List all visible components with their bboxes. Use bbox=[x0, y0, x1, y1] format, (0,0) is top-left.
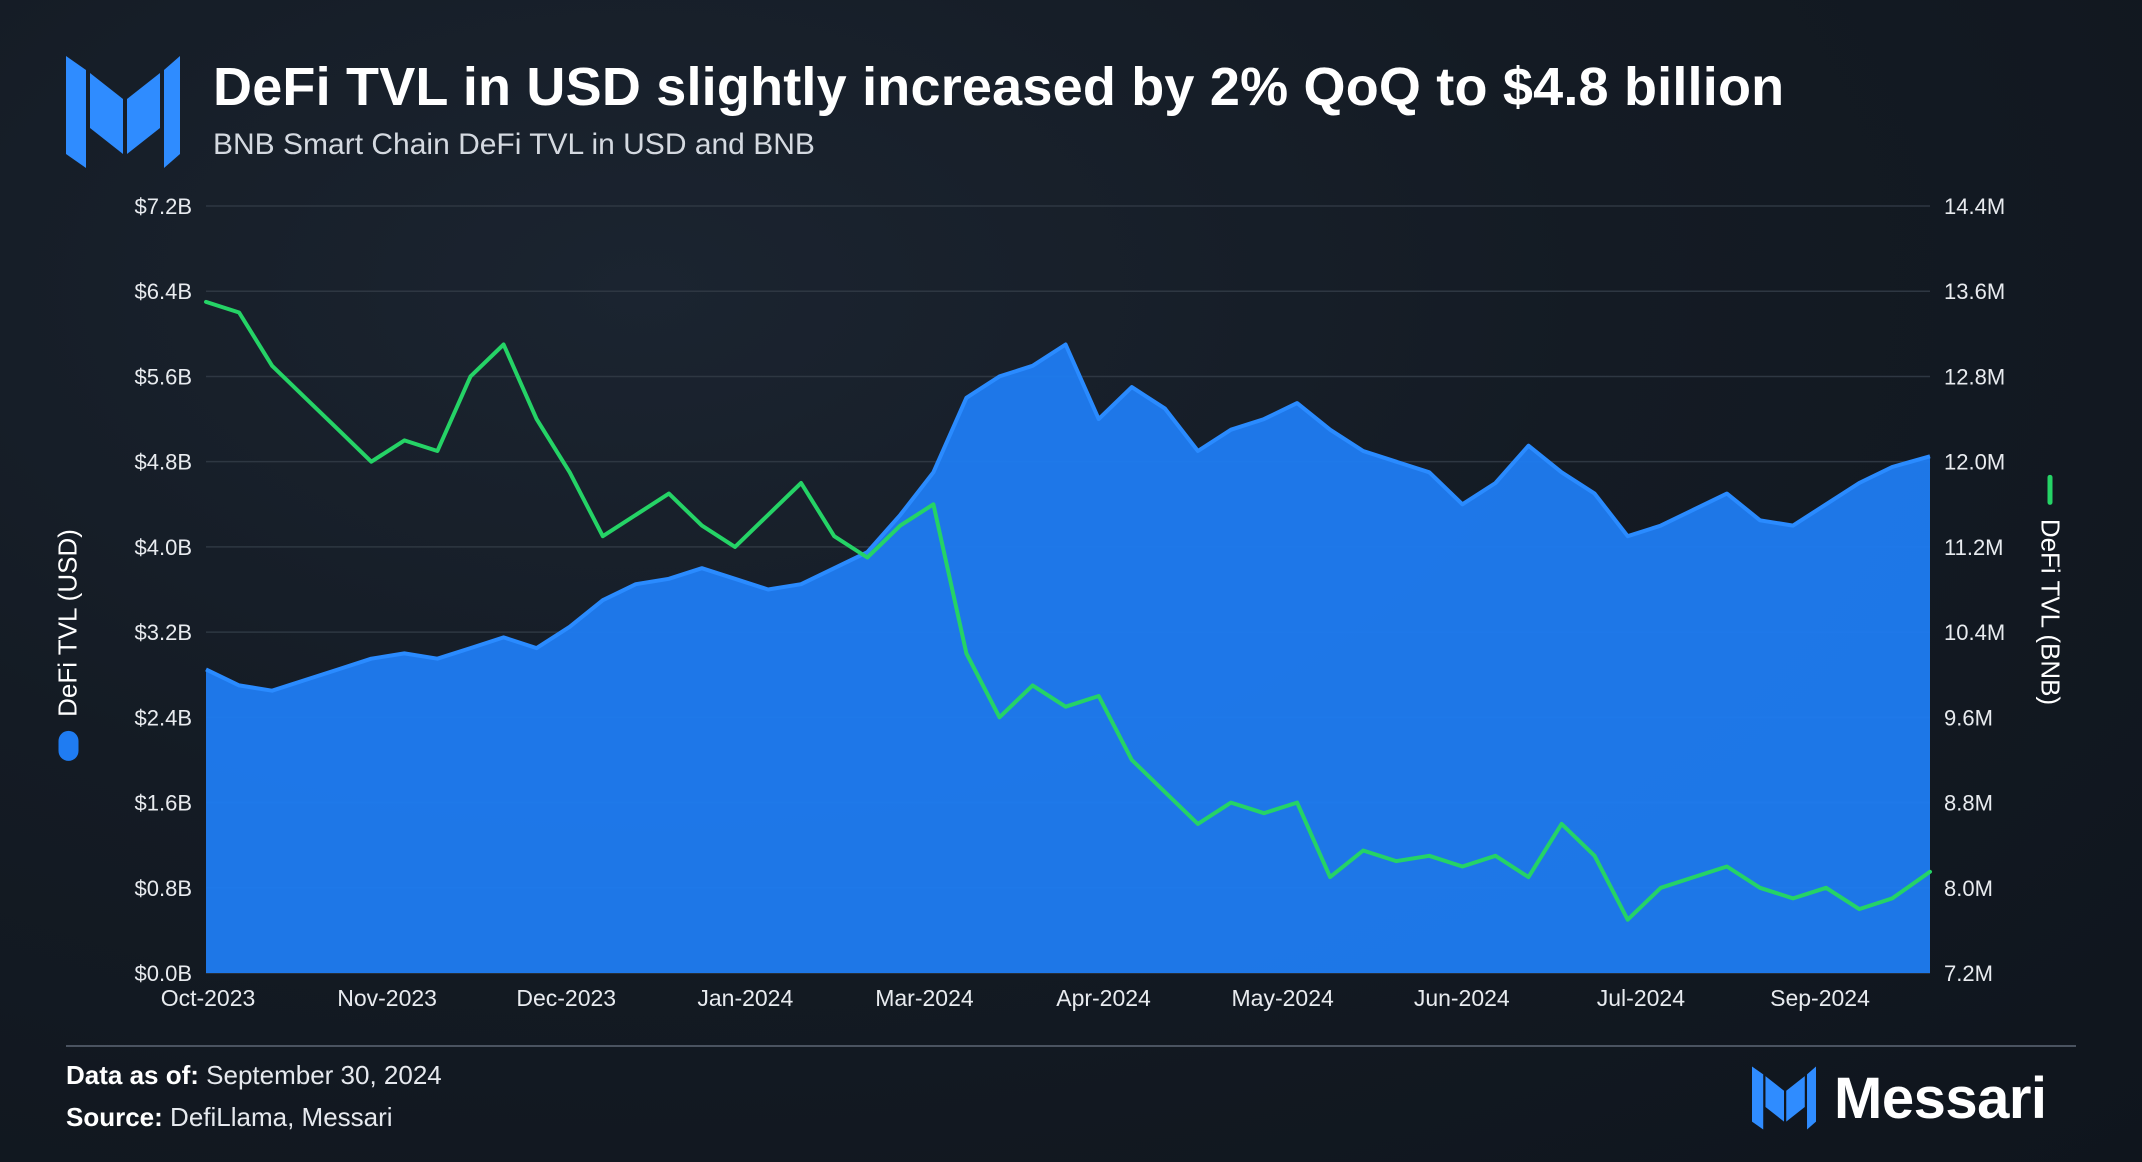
y-left-tick-label: $2.4B bbox=[135, 705, 193, 730]
x-tick-label: Apr-2024 bbox=[1056, 985, 1151, 1011]
chart-subtitle: BNB Smart Chain DeFi TVL in USD and BNB bbox=[213, 128, 815, 161]
usd-area-fill bbox=[206, 344, 1930, 973]
y-left-tick-label: $4.0B bbox=[135, 535, 193, 560]
y-right-tick-label: 11.2M bbox=[1944, 535, 2004, 560]
source-value: DefiLlama, Messari bbox=[170, 1102, 393, 1132]
y-axis-left-label: DeFi TVL (USD) bbox=[53, 529, 84, 761]
y-right-tick-label: 10.4M bbox=[1944, 620, 2005, 645]
x-tick-label: Sep-2024 bbox=[1770, 985, 1870, 1011]
data-as-of: Data as of: September 30, 2024 bbox=[66, 1060, 442, 1091]
y-axis-left-label-text: DeFi TVL (USD) bbox=[52, 529, 83, 717]
y-right-tick-label: 9.6M bbox=[1944, 705, 1993, 730]
y-right-tick-label: 8.8M bbox=[1944, 791, 1993, 816]
usd-legend-swatch bbox=[58, 730, 78, 761]
y-axis-right-label-text: DeFi TVL (BNB) bbox=[2035, 518, 2066, 706]
y-right-tick-label: 14.4M bbox=[1944, 194, 2005, 219]
data-as-of-value: September 30, 2024 bbox=[206, 1060, 442, 1090]
data-as-of-label: Data as of: bbox=[66, 1060, 199, 1090]
bnb-line-series bbox=[204, 299, 1932, 922]
y-left-tick-label: $5.6B bbox=[135, 364, 193, 389]
y-right-tick-label: 12.8M bbox=[1944, 364, 2005, 389]
y-right-tick-label: 8.0M bbox=[1944, 876, 1993, 901]
y-left-tick-label: $0.8B bbox=[135, 876, 193, 901]
y-left-tick-label: $3.2B bbox=[135, 620, 193, 645]
bnb-line bbox=[204, 299, 1932, 922]
y-axis-right-label: DeFi TVL (BNB) bbox=[2035, 474, 2066, 706]
messari-logo-icon bbox=[66, 56, 180, 168]
x-tick-label: Oct-2023 bbox=[161, 985, 256, 1011]
chart-title: DeFi TVL in USD slightly increased by 2%… bbox=[213, 57, 1785, 117]
x-tick-label: Jun-2024 bbox=[1414, 985, 1510, 1011]
x-tick-label: May-2024 bbox=[1232, 985, 1334, 1011]
y-right-tick-label: 12.0M bbox=[1944, 450, 2005, 475]
y-left-tick-label: $7.2B bbox=[135, 194, 193, 219]
y-right-tick-label: 13.6M bbox=[1944, 279, 2005, 304]
x-tick-label: Dec-2023 bbox=[516, 985, 616, 1011]
tvl-chart: $0.0B 7.2M $0.8B 8.0M $1.6B 8.8M $2.4B 9.6M $3.2… bbox=[135, 194, 2006, 1011]
x-tick-label: Nov-2023 bbox=[337, 985, 437, 1011]
footer-divider bbox=[66, 1045, 2076, 1047]
source-line: Source: DefiLlama, Messari bbox=[66, 1102, 393, 1133]
x-tick-label: Jan-2024 bbox=[697, 985, 793, 1011]
x-tick-label: Mar-2024 bbox=[875, 985, 974, 1011]
messari-brand: Messari bbox=[1752, 1065, 2047, 1131]
y-right-tick-label: 7.2M bbox=[1944, 961, 1993, 986]
y-left-tick-label: $4.8B bbox=[135, 450, 193, 475]
bnb-legend-swatch bbox=[2047, 474, 2053, 505]
messari-brand-icon bbox=[1752, 1066, 1816, 1130]
y-left-tick-label: $1.6B bbox=[135, 791, 193, 816]
usd-area-outline bbox=[205, 342, 1931, 693]
source-label: Source: bbox=[66, 1102, 163, 1132]
axis-labels: $0.0B 7.2M $0.8B 8.0M $1.6B 8.8M $2.4B 9.6M $3.2… bbox=[135, 194, 2006, 1011]
x-tick-label: Jul-2024 bbox=[1597, 985, 1685, 1011]
brand-name: Messari bbox=[1834, 1065, 2047, 1131]
usd-area-series bbox=[205, 342, 1931, 973]
y-left-tick-label: $0.0B bbox=[135, 961, 193, 986]
y-left-tick-label: $6.4B bbox=[135, 279, 193, 304]
